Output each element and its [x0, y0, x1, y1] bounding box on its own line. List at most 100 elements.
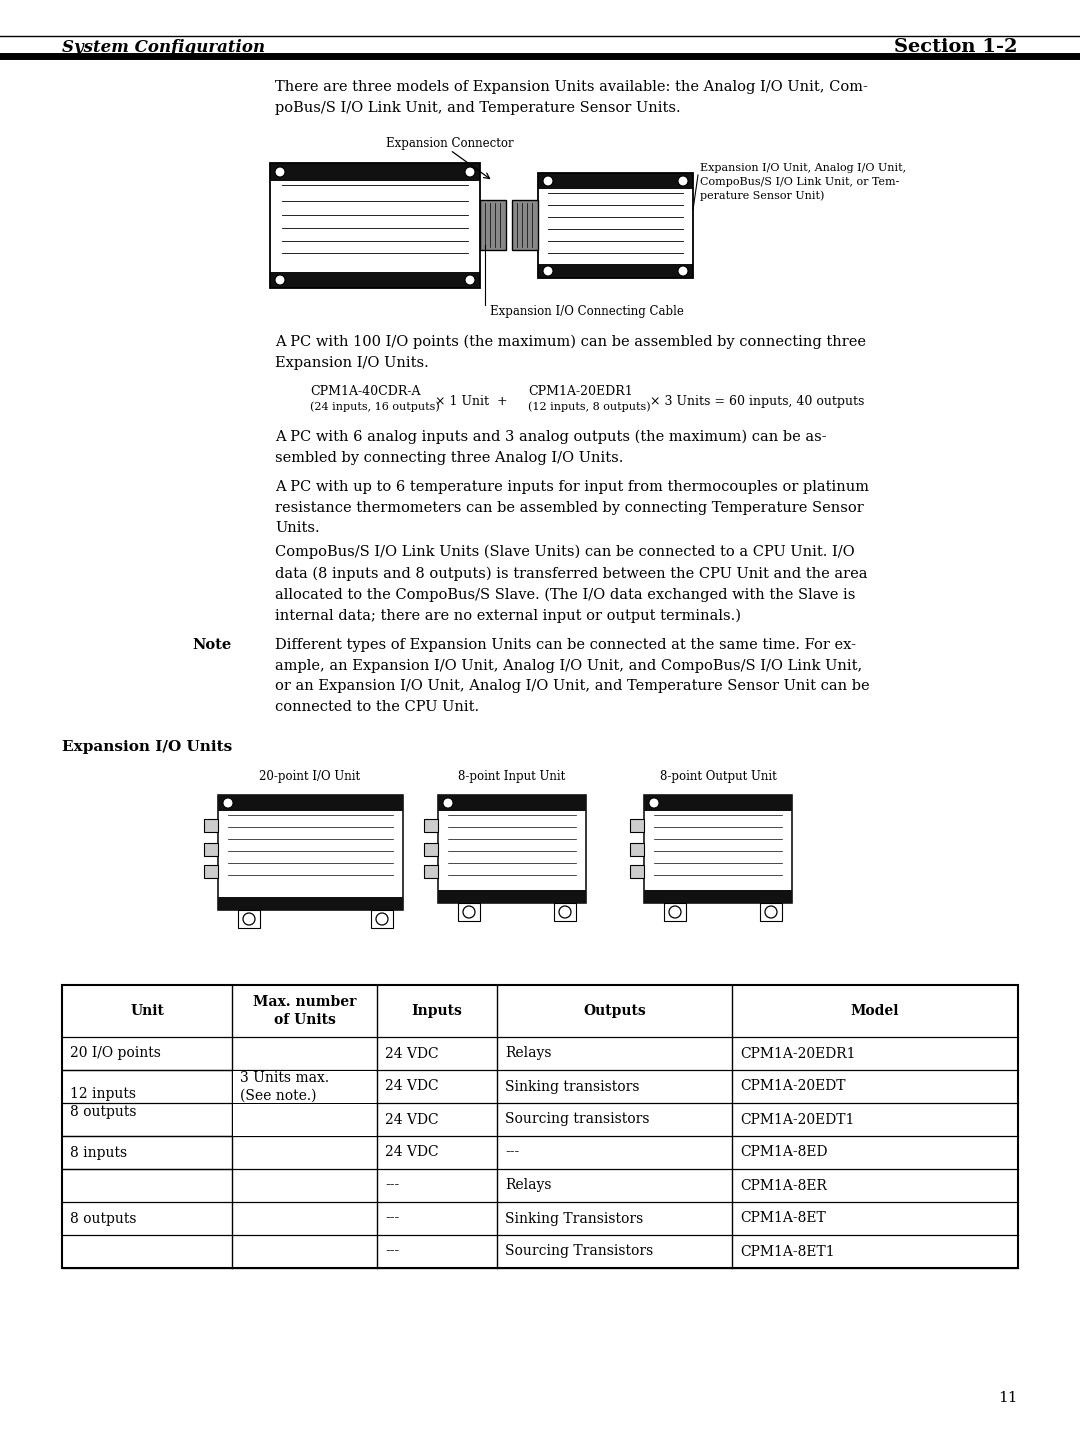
Text: 11: 11	[999, 1391, 1018, 1405]
Circle shape	[543, 265, 553, 276]
Bar	[630, 819, 644, 832]
Text: 24 VDC: 24 VDC	[384, 1079, 438, 1093]
Text: Unit: Unit	[130, 1004, 164, 1017]
Bar	[438, 890, 586, 903]
Text: Model: Model	[851, 1004, 900, 1017]
Text: CPM1A-8ED: CPM1A-8ED	[740, 1145, 827, 1159]
Text: Expansion Connector: Expansion Connector	[387, 136, 514, 151]
Text: Inputs: Inputs	[411, 1004, 462, 1017]
Circle shape	[376, 913, 388, 926]
Bar	[630, 842, 644, 857]
Text: CompoBus/S I/O Link Units (Slave Units) can be connected to a CPU Unit. I/O
data: CompoBus/S I/O Link Units (Slave Units) …	[275, 545, 867, 623]
Text: 20-point I/O Unit: 20-point I/O Unit	[259, 771, 361, 784]
Text: 8-point Output Unit: 8-point Output Unit	[660, 771, 777, 784]
Circle shape	[465, 166, 475, 177]
Bar	[760, 903, 782, 921]
Text: Relays: Relays	[505, 1046, 552, 1060]
Bar	[538, 174, 693, 278]
Text: Sourcing Transistors: Sourcing Transistors	[505, 1244, 653, 1258]
Bar	[204, 865, 218, 878]
Text: CPM1A-8ER: CPM1A-8ER	[740, 1178, 827, 1192]
Text: Outputs: Outputs	[583, 1004, 646, 1017]
Text: CPM1A-20EDR1: CPM1A-20EDR1	[528, 385, 633, 397]
Circle shape	[559, 905, 571, 918]
Bar	[664, 903, 686, 921]
Text: CPM1A-40CDR-A: CPM1A-40CDR-A	[310, 385, 420, 397]
Text: Relays: Relays	[505, 1178, 552, 1192]
Circle shape	[222, 798, 233, 808]
Text: × 1 Unit  +: × 1 Unit +	[435, 395, 508, 408]
Text: Expansion I/O Units: Expansion I/O Units	[62, 740, 232, 753]
Bar	[204, 819, 218, 832]
Text: 8-point Input Unit: 8-point Input Unit	[458, 771, 566, 784]
Text: (24 inputs, 16 outputs): (24 inputs, 16 outputs)	[310, 400, 440, 412]
Bar	[424, 865, 438, 878]
Bar	[644, 795, 792, 811]
Text: System Configuration: System Configuration	[62, 39, 265, 56]
Text: 12 inputs
8 outputs: 12 inputs 8 outputs	[70, 1088, 136, 1119]
Bar	[644, 795, 792, 903]
Text: 8 inputs: 8 inputs	[70, 1145, 127, 1159]
Bar	[218, 795, 403, 910]
Text: × 3 Units = 60 inputs, 40 outputs: × 3 Units = 60 inputs, 40 outputs	[650, 395, 864, 408]
Text: 3 Units max.
(See note.): 3 Units max. (See note.)	[240, 1071, 329, 1102]
Text: ---: ---	[384, 1244, 400, 1258]
Text: A PC with up to 6 temperature inputs for input from thermocouples or platinum
re: A PC with up to 6 temperature inputs for…	[275, 479, 869, 535]
Bar	[438, 795, 586, 811]
Text: Different types of Expansion Units can be connected at the same time. For ex-
am: Different types of Expansion Units can b…	[275, 639, 869, 713]
Text: A PC with 6 analog inputs and 3 analog outputs (the maximum) can be as-
sembled : A PC with 6 analog inputs and 3 analog o…	[275, 430, 826, 465]
Text: CPM1A-20EDT: CPM1A-20EDT	[740, 1079, 846, 1093]
Text: Expansion I/O Unit, Analog I/O Unit,
CompoBus/S I/O Link Unit, or Tem-
perature : Expansion I/O Unit, Analog I/O Unit, Com…	[700, 164, 906, 201]
Bar	[512, 199, 538, 250]
Bar	[438, 795, 586, 903]
Circle shape	[678, 177, 688, 187]
Circle shape	[543, 177, 553, 187]
Text: 24 VDC: 24 VDC	[384, 1112, 438, 1126]
Bar	[218, 795, 403, 811]
Text: Sinking Transistors: Sinking Transistors	[505, 1211, 644, 1225]
Circle shape	[649, 798, 659, 808]
Bar	[270, 164, 480, 181]
Text: There are three models of Expansion Units available: the Analog I/O Unit, Com-
p: There are three models of Expansion Unit…	[275, 80, 868, 115]
Circle shape	[463, 905, 475, 918]
Text: (12 inputs, 8 outputs): (12 inputs, 8 outputs)	[528, 400, 650, 412]
Text: 24 VDC: 24 VDC	[384, 1046, 438, 1060]
Text: ---: ---	[384, 1211, 400, 1225]
Circle shape	[765, 905, 777, 918]
Bar	[480, 199, 507, 250]
Text: Max. number
of Units: Max. number of Units	[253, 996, 356, 1026]
Text: 8 outputs: 8 outputs	[70, 1211, 136, 1225]
Bar	[204, 842, 218, 857]
Bar	[62, 984, 1018, 1269]
Text: ---: ---	[384, 1178, 400, 1192]
Circle shape	[678, 265, 688, 276]
Bar	[270, 164, 480, 288]
Text: ---: ---	[505, 1145, 519, 1159]
Circle shape	[243, 913, 255, 926]
Text: Sourcing transistors: Sourcing transistors	[505, 1112, 649, 1126]
Bar	[270, 273, 480, 288]
Circle shape	[443, 798, 453, 808]
Bar	[424, 842, 438, 857]
Text: 24 VDC: 24 VDC	[384, 1145, 438, 1159]
Text: CPM1A-8ET: CPM1A-8ET	[740, 1211, 826, 1225]
Text: CPM1A-20EDT1: CPM1A-20EDT1	[740, 1112, 854, 1126]
Bar	[218, 897, 403, 910]
Circle shape	[465, 276, 475, 286]
Bar	[538, 174, 693, 189]
Text: A PC with 100 I/O points (the maximum) can be assembled by connecting three
Expa: A PC with 100 I/O points (the maximum) c…	[275, 334, 866, 370]
Circle shape	[669, 905, 681, 918]
Text: Note: Note	[192, 639, 231, 651]
Bar	[554, 903, 576, 921]
Bar	[238, 910, 260, 928]
Text: 20 I/O points: 20 I/O points	[70, 1046, 161, 1060]
Bar	[424, 819, 438, 832]
Text: CPM1A-20EDR1: CPM1A-20EDR1	[740, 1046, 855, 1060]
Text: CPM1A-8ET1: CPM1A-8ET1	[740, 1244, 835, 1258]
Text: Expansion I/O Connecting Cable: Expansion I/O Connecting Cable	[490, 306, 684, 319]
Text: Section 1-2: Section 1-2	[894, 37, 1018, 56]
Bar	[458, 903, 480, 921]
Text: Sinking transistors: Sinking transistors	[505, 1079, 639, 1093]
Circle shape	[275, 276, 285, 286]
Bar	[644, 890, 792, 903]
